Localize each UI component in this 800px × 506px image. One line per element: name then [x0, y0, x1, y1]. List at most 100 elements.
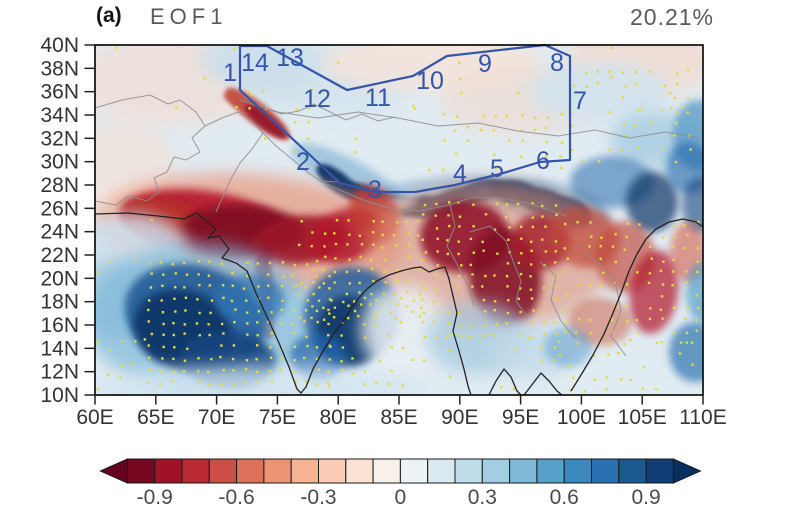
significance-dot [460, 264, 463, 267]
y-tick-label: 26N [40, 197, 79, 220]
colorbar-under-arrow [99, 458, 128, 484]
significance-dot [518, 334, 521, 337]
significance-dot [232, 47, 236, 51]
significance-dot [512, 387, 516, 391]
significance-dot [596, 82, 600, 85]
significance-dot [563, 270, 566, 273]
significance-dot [560, 141, 564, 144]
significance-dot [263, 61, 267, 64]
significance-dot [568, 389, 572, 392]
significance-dot [405, 305, 408, 308]
significance-dot [576, 342, 580, 345]
significance-dot [608, 148, 612, 151]
significance-dot [198, 381, 201, 384]
significance-dot [360, 303, 363, 306]
significance-dot [384, 258, 387, 261]
anomaly-field [95, 45, 703, 395]
significance-dot [610, 75, 613, 79]
significance-dot [623, 342, 626, 346]
significance-dot [405, 220, 408, 224]
significance-dot [555, 332, 558, 336]
significance-dot [246, 261, 249, 264]
anomaly-blob [223, 92, 245, 108]
significance-dot [298, 316, 302, 319]
significance-dot [553, 359, 556, 362]
significance-dot [395, 244, 398, 247]
significance-dot [542, 286, 546, 290]
significance-dot [564, 320, 568, 323]
y-tick-label: 10N [40, 384, 79, 407]
colorbar-segment [290, 458, 320, 484]
significance-dot [526, 336, 530, 339]
significance-dot [466, 139, 469, 142]
significance-dot [695, 329, 698, 332]
station-number: 3 [368, 176, 382, 204]
significance-dot [649, 245, 652, 248]
significance-dot [270, 311, 273, 314]
significance-dot [541, 238, 544, 241]
colorbar-segment [427, 458, 456, 484]
significance-dot [457, 274, 461, 278]
significance-dot [540, 360, 543, 363]
x-tick-label: 90E [441, 406, 478, 429]
significance-dot [660, 109, 664, 112]
significance-dot [480, 285, 484, 288]
significance-dot [306, 137, 310, 140]
significance-dot [675, 111, 679, 114]
significance-dot [233, 383, 236, 386]
significance-dot [685, 270, 688, 273]
significance-dot [173, 285, 177, 289]
significance-dot [457, 201, 460, 204]
significance-dot [369, 258, 373, 262]
significance-dot [390, 299, 393, 303]
significance-dot [496, 252, 499, 255]
significance-dot [592, 354, 596, 357]
significance-dot [159, 261, 163, 264]
station-number: 8 [550, 49, 564, 77]
significance-dot [686, 305, 689, 309]
significance-dot [553, 321, 556, 324]
significance-dot [387, 382, 391, 386]
significance-dot [324, 255, 327, 258]
significance-dot [134, 340, 137, 343]
significance-dot [282, 275, 285, 278]
significance-dot [245, 299, 248, 302]
significance-dot [531, 320, 534, 324]
significance-dot [418, 315, 422, 318]
significance-dot [493, 274, 496, 277]
significance-dot [683, 224, 686, 227]
significance-dot [315, 357, 319, 361]
y-tick-label: 36N [40, 81, 79, 104]
significance-dot [345, 270, 349, 274]
significance-dot [533, 116, 537, 120]
significance-dot [484, 310, 487, 313]
significance-dot [382, 292, 386, 295]
significance-dot [674, 122, 678, 125]
significance-dot [369, 303, 372, 306]
station-number: 4 [453, 160, 467, 188]
significance-dot [359, 255, 362, 259]
significance-dot [655, 341, 659, 345]
significance-dot [399, 321, 402, 324]
significance-dot [158, 382, 162, 386]
significance-dot [544, 225, 547, 228]
significance-dot [401, 347, 405, 350]
significance-dot [248, 107, 251, 110]
significance-dot [292, 331, 295, 335]
significance-dot [328, 287, 331, 290]
significance-dot [521, 139, 524, 143]
significance-dot [162, 322, 165, 326]
significance-dot [520, 252, 523, 255]
significance-dot [673, 224, 677, 228]
significance-dot [363, 323, 366, 326]
x-tick-label: 65E [137, 406, 174, 429]
significance-dot [690, 341, 694, 344]
significance-dot [472, 251, 475, 254]
significance-dot [673, 331, 676, 335]
significance-dot [530, 297, 534, 300]
significance-dot [421, 238, 424, 241]
anomaly-blob [686, 262, 703, 322]
significance-dot [307, 107, 310, 110]
significance-dot [335, 219, 339, 222]
significance-dot [636, 271, 639, 274]
